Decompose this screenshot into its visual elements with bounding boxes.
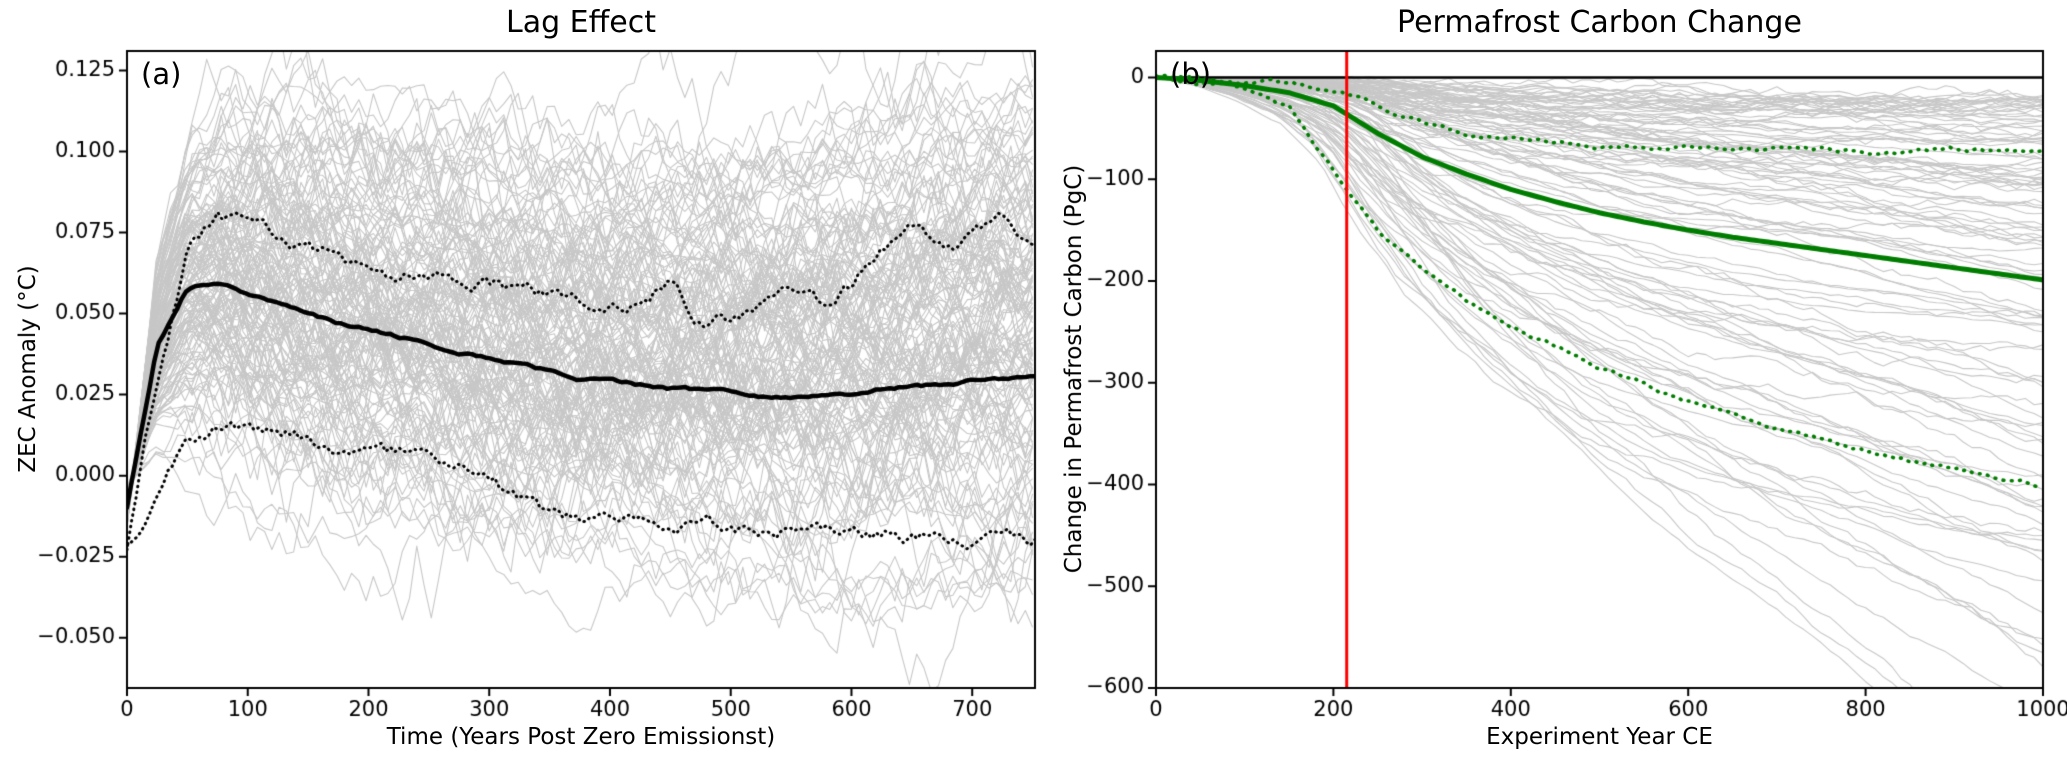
- panel-b-plot-canvas: [1045, 0, 2067, 761]
- panel-a-title: Lag Effect: [505, 5, 656, 40]
- panel-b-yaxis-label: Change in Permafrost Carbon (PgC): [1061, 164, 1087, 574]
- panel-b-title: Permafrost Carbon Change: [1397, 5, 1802, 40]
- panel-b-letter: (b): [1170, 57, 1212, 91]
- panel-a-letter: (a): [141, 57, 182, 91]
- panel-a-xaxis-label: Time (Years Post Zero Emissionst): [386, 724, 776, 750]
- panel-a-plot-canvas: [0, 0, 1045, 761]
- panel-a-yaxis-label: ZEC Anomaly (°C): [15, 265, 41, 473]
- panel-b-xaxis-label: Experiment Year CE: [1486, 724, 1713, 750]
